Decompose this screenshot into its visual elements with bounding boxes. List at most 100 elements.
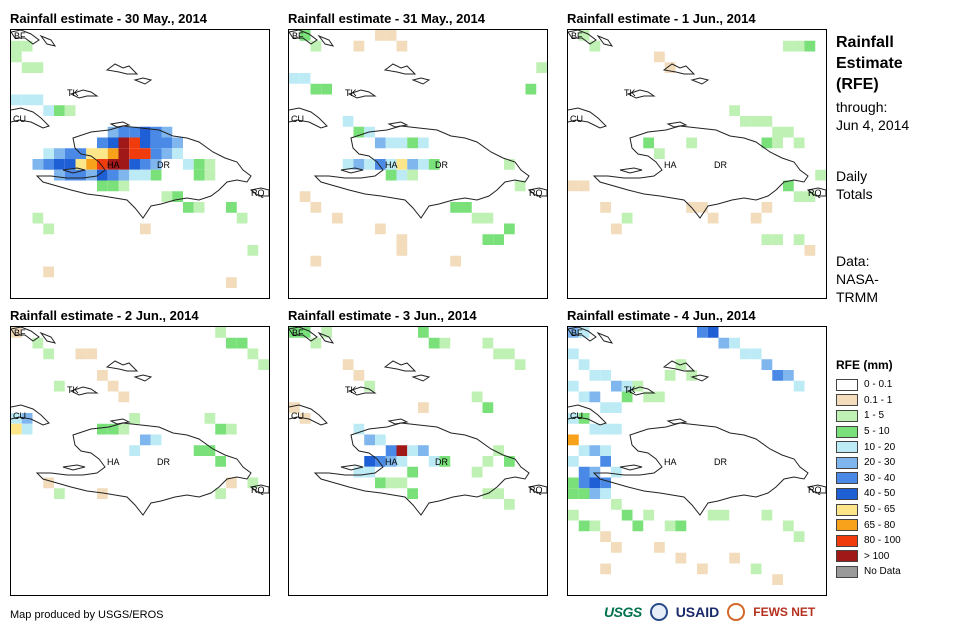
legend-row: 20 - 30	[836, 455, 901, 471]
rainfall-cell	[396, 169, 408, 181]
rainfall-cell	[43, 148, 54, 159]
map-label-tk: TK	[624, 385, 636, 395]
rainfall-cell	[353, 466, 365, 478]
legend-row: 5 - 10	[836, 424, 901, 440]
usaid-logo: USAID	[675, 604, 720, 620]
coastline-path	[289, 404, 328, 426]
coastline-path	[411, 374, 431, 382]
rainfall-cell	[226, 477, 237, 489]
rainfall-cell	[750, 348, 762, 360]
rainfall-cell	[396, 159, 408, 170]
rainfall-cell	[643, 137, 654, 149]
legend-row: No Data	[836, 564, 901, 580]
rainfall-cell	[86, 159, 97, 170]
map-label-ha: HA	[664, 160, 677, 170]
panel-title-3: Rainfall estimate - 1 Jun., 2014	[567, 11, 756, 26]
map-panel-5: BF CU TK HA DR RQ	[288, 326, 548, 596]
rainfall-cell	[396, 445, 408, 456]
rainfall-cell	[140, 137, 151, 149]
rainfall-cell	[611, 466, 622, 478]
rainfall-cell	[600, 563, 611, 575]
rainfall-cell	[107, 180, 119, 192]
rainfall-cell	[43, 105, 54, 116]
rainfall-cell	[140, 126, 151, 138]
rainfall-cell	[772, 574, 783, 585]
rainfall-cell	[21, 40, 33, 52]
sidebar-title: Rainfall Estimate (RFE)	[836, 32, 903, 95]
rainfall-cell	[97, 370, 108, 381]
rainfall-cell	[64, 159, 76, 170]
fews-net-logo: FEWS NET	[753, 605, 816, 619]
sidebar-title-line2: Estimate	[836, 55, 903, 72]
rainfall-cell	[793, 137, 805, 149]
rainfall-cell	[97, 180, 108, 192]
rainfall-cell	[140, 159, 151, 170]
rainfall-cell	[804, 245, 816, 256]
rainfall-cell	[568, 413, 579, 424]
rainfall-cell	[54, 105, 65, 116]
rainfall-cell	[204, 159, 216, 170]
coastline-path	[596, 34, 614, 47]
rainfall-cell	[664, 62, 676, 73]
legend-label: 30 - 40	[864, 472, 896, 484]
rainfall-cell	[43, 477, 54, 489]
sidebar-title-line1: Rainfall	[836, 34, 894, 51]
coastline-path	[383, 63, 417, 75]
legend-label: 5 - 10	[864, 426, 890, 438]
coastline-path	[340, 464, 364, 471]
coastline-outline	[568, 327, 826, 516]
rainfall-cell	[772, 370, 783, 381]
rainfall-cell	[407, 159, 418, 170]
rainfall-cell	[675, 552, 687, 564]
rainfall-cell	[32, 94, 44, 106]
legend-row: 50 - 65	[836, 502, 901, 518]
coastline-path	[133, 77, 153, 85]
rainfall-cell	[793, 234, 805, 245]
rainfall-cell	[215, 456, 226, 467]
rainfall-cell	[600, 445, 611, 456]
legend-swatch	[836, 472, 858, 485]
rainfall-cell	[129, 445, 140, 456]
legend-label: 0.1 - 1	[864, 394, 893, 406]
coastline-path	[133, 374, 153, 382]
coastline-path	[568, 404, 607, 426]
daily-line1: Daily	[836, 168, 868, 184]
rainfall-cell	[643, 391, 654, 403]
rainfall-cell	[707, 327, 719, 338]
rainfall-cell	[471, 466, 483, 478]
legend-row: 40 - 50	[836, 486, 901, 502]
rainfall-cell	[772, 126, 783, 138]
rainfall-cell	[600, 202, 611, 213]
rainfall-cell	[32, 62, 44, 73]
rainfall-cell	[11, 40, 22, 52]
rainfall-cell	[215, 423, 226, 435]
rainfall-cell	[43, 348, 54, 360]
rainfall-cell	[21, 94, 33, 106]
coastline-path	[527, 187, 547, 197]
rfe-legend: RFE (mm) 0 - 0.1 0.1 - 1 1 - 5 5 - 10 10 - 2…	[836, 358, 901, 580]
map-label-dr: DR	[714, 457, 727, 467]
rainfall-cell	[697, 202, 708, 213]
rainfall-cell	[578, 466, 590, 478]
rainfall-cell	[643, 509, 654, 521]
rainfall-cell	[621, 212, 633, 224]
rainfall-cell	[86, 348, 97, 360]
rainfall-cell	[226, 202, 237, 213]
coastline-path	[383, 360, 417, 372]
rainfall-cell	[621, 509, 633, 521]
map-panel-4: BF CU TK HA DR RQ	[10, 326, 270, 596]
rainfall-cell	[385, 30, 397, 41]
coastline-path	[690, 77, 710, 85]
map-label-bf: BF	[571, 31, 583, 41]
rainfall-cell	[161, 148, 173, 159]
rainfall-cell	[772, 137, 783, 149]
rainfall-cell	[471, 391, 483, 403]
coastline-outline	[568, 30, 826, 219]
legend-swatch	[836, 487, 858, 500]
rainfall-cell	[578, 520, 590, 532]
through-date: Jun 4, 2014	[836, 117, 910, 133]
sidebar-source: Data: NASA- TRMM	[836, 252, 879, 306]
coastline-path	[626, 89, 656, 99]
rainfall-cell	[54, 488, 65, 499]
rainfall-cell	[172, 148, 183, 159]
